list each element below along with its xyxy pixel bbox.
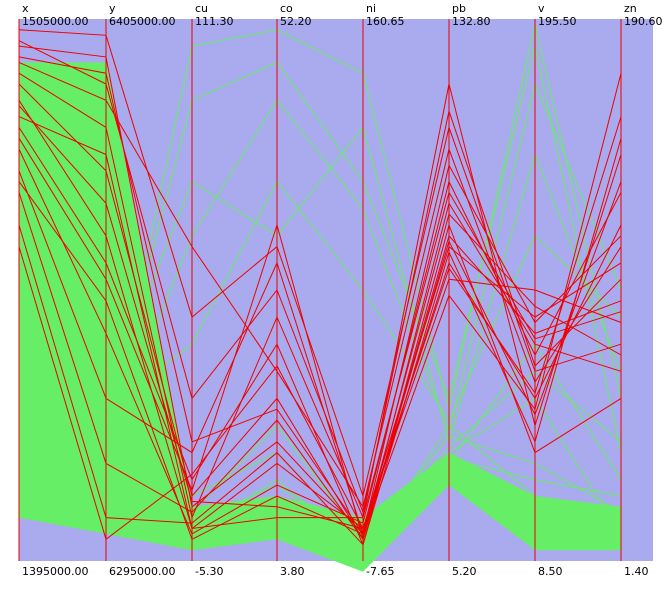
selected-line	[18, 72, 622, 520]
axis-name-y: y	[109, 2, 116, 15]
axis-name-ni: ni	[366, 2, 376, 15]
axis-min-pb: 5.20	[452, 565, 477, 578]
axis-max-co: 52.20	[280, 15, 312, 28]
filtered-line	[18, 473, 622, 557]
axis-min-cu: -5.30	[195, 565, 223, 578]
selected-line	[18, 116, 622, 530]
axis-name-co: co	[280, 2, 293, 15]
axis-max-v: 195.50	[538, 15, 577, 28]
filtered-line	[18, 24, 622, 443]
axis-max-cu: 111.30	[195, 15, 234, 28]
axis-name-v: v	[538, 2, 545, 15]
selected-line	[18, 73, 622, 536]
selected-line	[18, 137, 622, 542]
filtered-line	[18, 398, 622, 557]
axis-min-x: 1395000.00	[22, 565, 88, 578]
axis-min-ni: -7.65	[366, 565, 394, 578]
filtered-band	[19, 62, 621, 572]
axis-min-co: 3.80	[280, 565, 305, 578]
selected-line	[18, 148, 622, 535]
filtered-line	[18, 126, 622, 444]
filtered-line	[18, 425, 622, 551]
filtered-line	[18, 82, 622, 454]
axis-max-zn: 190.60	[624, 15, 663, 28]
axis-max-x: 1505000.00	[22, 15, 88, 28]
axis-name-zn: zn	[624, 2, 637, 15]
axis-max-pb: 132.80	[452, 15, 491, 28]
filtered-line	[18, 370, 622, 557]
axis-min-v: 8.50	[538, 565, 563, 578]
axis-min-y: 6295000.00	[109, 565, 175, 578]
axis-name-cu: cu	[195, 2, 208, 15]
filtered-fill	[19, 62, 621, 572]
selected-line	[18, 192, 622, 541]
selected-line	[18, 116, 622, 541]
axis-name-x: x	[22, 2, 29, 15]
axis-min-zn: 1.40	[624, 565, 649, 578]
filtered-line	[18, 235, 622, 541]
filtered-lines	[18, 24, 622, 557]
selected-line	[18, 29, 622, 498]
selected-line	[18, 56, 622, 536]
selected-line	[18, 83, 622, 541]
selected-line	[18, 45, 622, 535]
selected-line	[18, 127, 622, 547]
axis-max-ni: 160.65	[366, 15, 405, 28]
selected-line	[18, 138, 622, 546]
filtered-line	[18, 180, 622, 422]
selected-lines	[18, 29, 622, 547]
axis-name-pb: pb	[452, 2, 466, 15]
selected-line	[18, 100, 622, 530]
axis-max-y: 6405000.00	[109, 15, 175, 28]
selected-line	[18, 181, 622, 541]
selected-line	[18, 61, 622, 509]
